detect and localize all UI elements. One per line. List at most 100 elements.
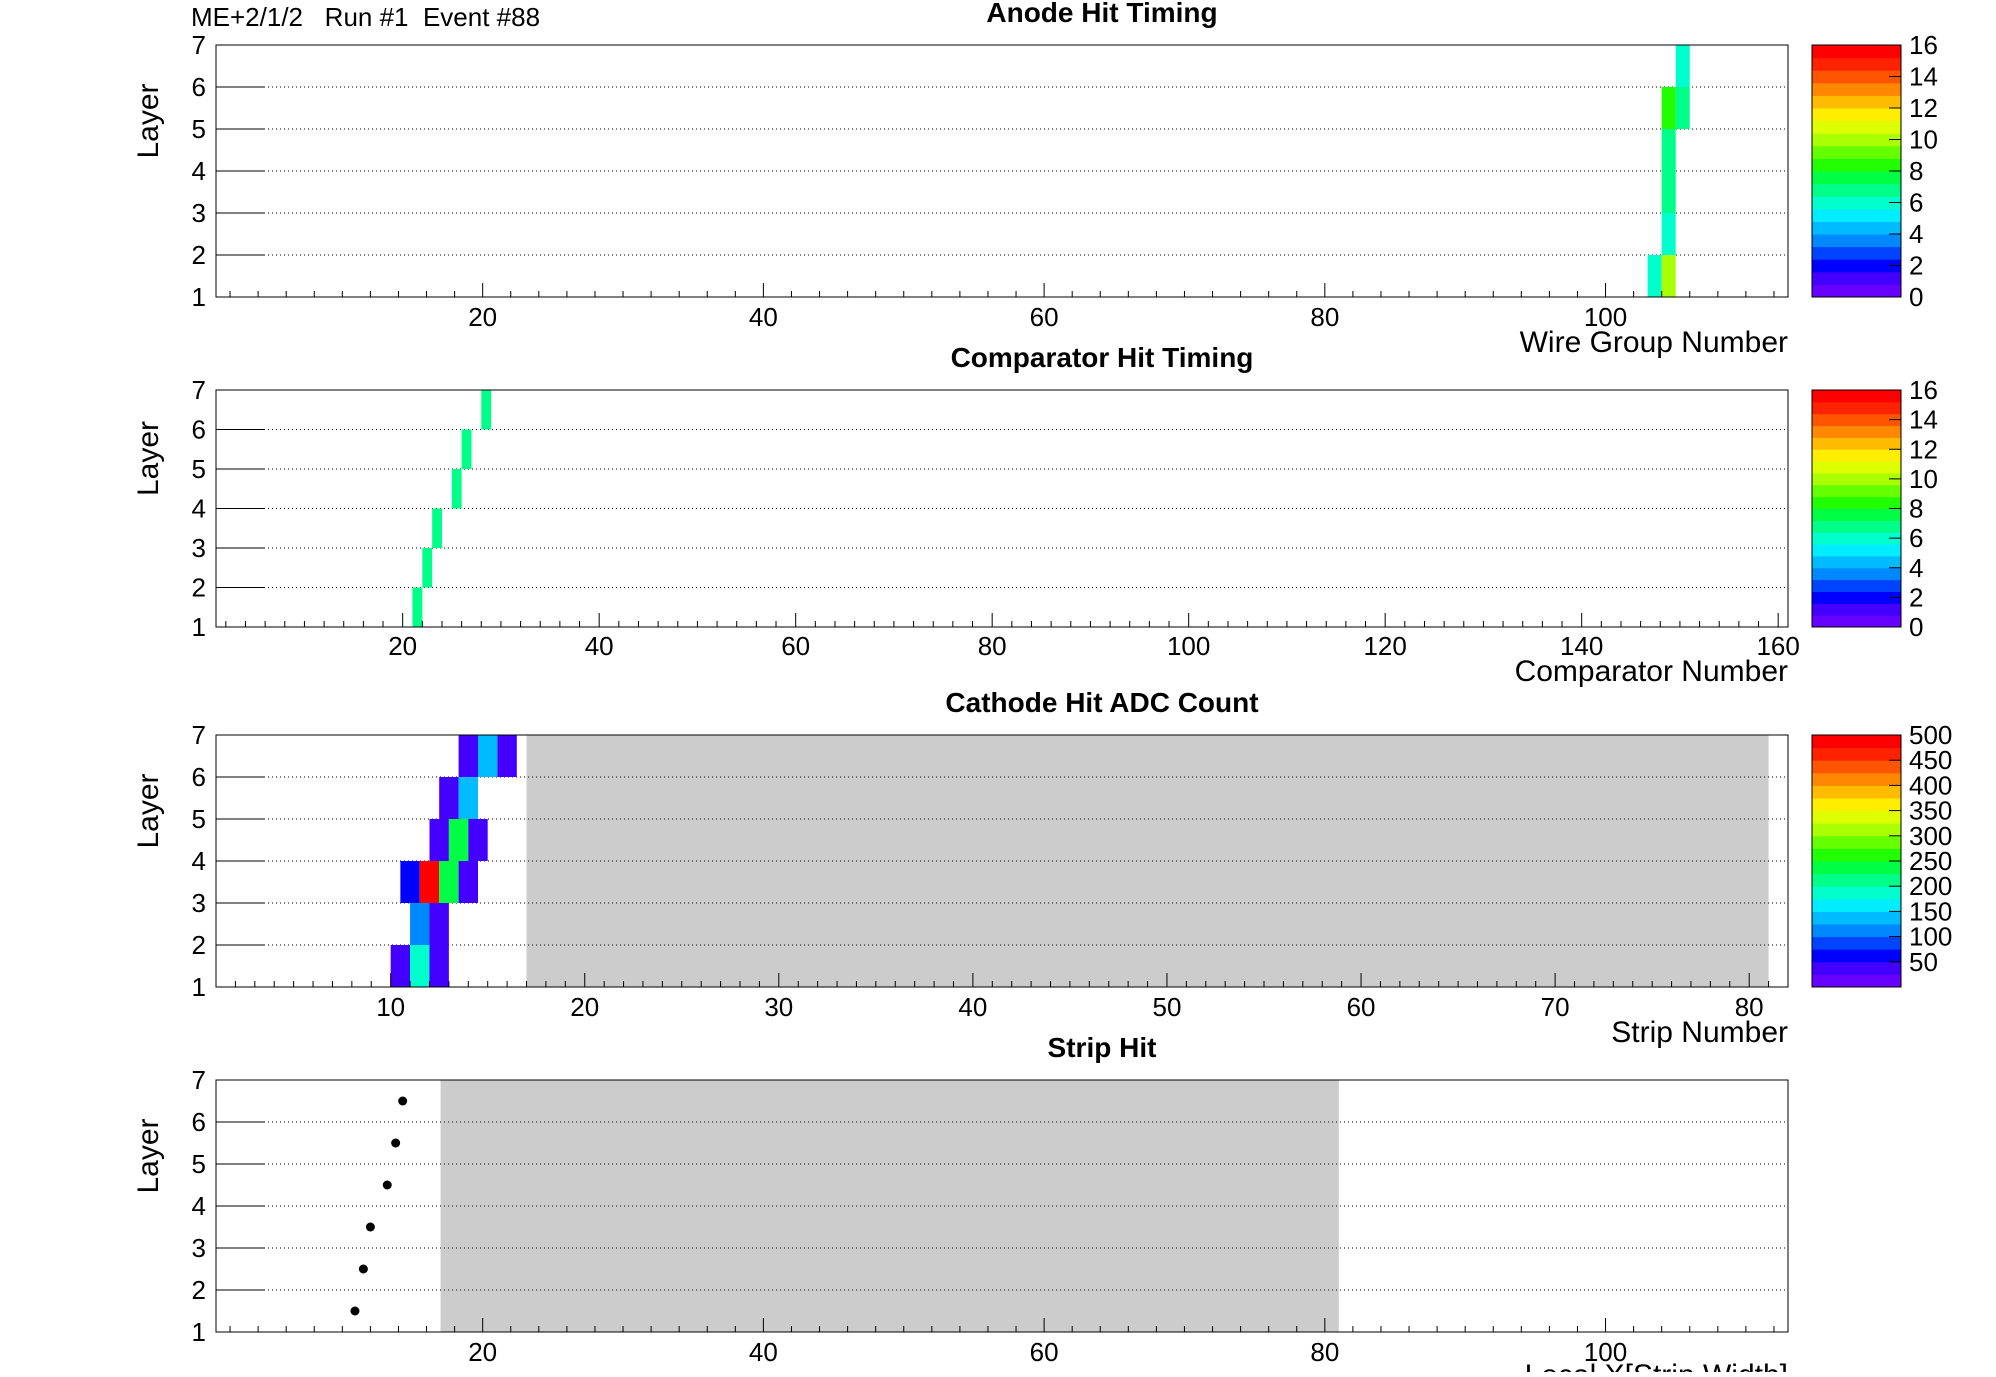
palette-tick-label: 0 bbox=[1909, 612, 1923, 642]
heatmap-cell bbox=[429, 819, 449, 861]
palette-band bbox=[1812, 57, 1901, 71]
y-tick-label: 1 bbox=[192, 282, 206, 312]
y-tick-label: 1 bbox=[192, 1317, 206, 1347]
palette-band bbox=[1812, 603, 1901, 616]
shaded-region bbox=[526, 735, 1769, 987]
palette-band bbox=[1812, 924, 1901, 938]
palette-band bbox=[1812, 532, 1901, 545]
heatmap-cell bbox=[497, 735, 517, 777]
palette-band bbox=[1812, 183, 1901, 197]
data-point bbox=[365, 1222, 375, 1232]
chart-comparator bbox=[215, 389, 1902, 628]
y-tick-label: 2 bbox=[192, 930, 206, 960]
palette-tick-label: 6 bbox=[1909, 523, 1923, 553]
palette-band bbox=[1812, 579, 1901, 592]
heatmap-cell bbox=[1647, 255, 1662, 297]
color-palette bbox=[1811, 44, 1902, 298]
plot-area bbox=[216, 45, 1788, 297]
palette-tick-label: 8 bbox=[1909, 156, 1923, 186]
palette-band bbox=[1812, 133, 1901, 147]
y-tick-label: 4 bbox=[192, 494, 206, 524]
palette-band bbox=[1812, 437, 1901, 450]
palette-band bbox=[1812, 271, 1901, 285]
x-tick-label: 50 bbox=[1153, 992, 1182, 1022]
shaded-region bbox=[440, 1080, 1339, 1332]
y-tick-label: 5 bbox=[192, 804, 206, 834]
y-tick-label: 4 bbox=[192, 846, 206, 876]
palette-band bbox=[1812, 461, 1901, 474]
y-tick-label: 5 bbox=[192, 114, 206, 144]
heatmap-cell bbox=[478, 735, 498, 777]
heatmap-cell bbox=[439, 777, 459, 819]
palette-band bbox=[1812, 936, 1901, 950]
x-tick-label: 100 bbox=[1584, 1337, 1627, 1367]
x-axis-label: Wire Group Number bbox=[1520, 326, 1788, 359]
y-tick-label: 3 bbox=[192, 1233, 206, 1263]
heatmap-cell bbox=[412, 587, 423, 627]
x-tick-label: 140 bbox=[1560, 631, 1603, 661]
y-axis-label: Layer bbox=[132, 421, 165, 496]
heatmap-cell bbox=[458, 735, 478, 777]
palette-tick-label: 8 bbox=[1909, 494, 1923, 524]
x-tick-label: 80 bbox=[1735, 992, 1764, 1022]
palette-tick-label: 200 bbox=[1909, 871, 1952, 901]
x-tick-label: 70 bbox=[1541, 992, 1570, 1022]
x-tick-label: 80 bbox=[1310, 1337, 1339, 1367]
palette-band bbox=[1812, 785, 1901, 799]
x-tick-label: 40 bbox=[958, 992, 987, 1022]
heatmap-cell bbox=[1661, 255, 1676, 297]
heatmap-cell bbox=[400, 861, 420, 903]
palette-band bbox=[1812, 82, 1901, 96]
palette-band bbox=[1812, 425, 1901, 438]
color-palette bbox=[1811, 389, 1902, 628]
y-tick-label: 7 bbox=[192, 375, 206, 405]
palette-band bbox=[1812, 413, 1901, 427]
palette-band bbox=[1812, 70, 1901, 84]
heatmap-cell bbox=[419, 861, 440, 903]
palette-tick-label: 0 bbox=[1909, 282, 1923, 312]
palette-band bbox=[1812, 221, 1901, 235]
x-tick-label: 80 bbox=[978, 631, 1007, 661]
y-tick-label: 6 bbox=[192, 415, 206, 445]
heatmap-cell bbox=[468, 819, 488, 861]
x-tick-label: 10 bbox=[376, 992, 405, 1022]
x-tick-label: 40 bbox=[749, 302, 778, 332]
heatmap-cell bbox=[451, 469, 462, 509]
heatmap-cell bbox=[1675, 87, 1690, 129]
x-tick-label: 20 bbox=[388, 631, 417, 661]
heatmap-cell bbox=[410, 945, 430, 987]
heatmap-cell bbox=[1661, 171, 1676, 213]
x-tick-label: 60 bbox=[1030, 1337, 1059, 1367]
palette-band bbox=[1812, 496, 1901, 509]
heatmap-cell bbox=[1661, 129, 1676, 171]
heatmap-cell bbox=[1661, 213, 1676, 255]
palette-tick-label: 500 bbox=[1909, 720, 1952, 750]
y-tick-label: 6 bbox=[192, 1107, 206, 1137]
x-axis-label: Comparator Number bbox=[1515, 655, 1788, 688]
y-tick-label: 4 bbox=[192, 1191, 206, 1221]
x-tick-label: 40 bbox=[749, 1337, 778, 1367]
y-tick-label: 5 bbox=[192, 1149, 206, 1179]
y-tick-label: 2 bbox=[192, 1275, 206, 1305]
x-tick-label: 60 bbox=[781, 631, 810, 661]
palette-tick-label: 12 bbox=[1909, 434, 1938, 464]
y-tick-label: 2 bbox=[192, 240, 206, 270]
palette-band bbox=[1812, 886, 1901, 900]
palette-band bbox=[1812, 508, 1901, 521]
x-tick-label: 100 bbox=[1584, 302, 1627, 332]
palette-tick-label: 14 bbox=[1909, 62, 1938, 92]
y-tick-label: 3 bbox=[192, 888, 206, 918]
palette-tick-label: 350 bbox=[1909, 796, 1952, 826]
x-tick-label: 60 bbox=[1347, 992, 1376, 1022]
x-tick-label: 60 bbox=[1030, 302, 1059, 332]
y-tick-label: 1 bbox=[192, 612, 206, 642]
data-point bbox=[382, 1180, 392, 1190]
heatmap-cell bbox=[1675, 45, 1690, 87]
heatmap-cell bbox=[458, 777, 478, 819]
data-point bbox=[358, 1264, 368, 1274]
palette-band bbox=[1812, 120, 1901, 134]
palette-band bbox=[1812, 234, 1901, 248]
heatmap-cell bbox=[481, 390, 492, 430]
y-tick-label: 2 bbox=[192, 573, 206, 603]
heatmap-cell bbox=[458, 861, 478, 903]
